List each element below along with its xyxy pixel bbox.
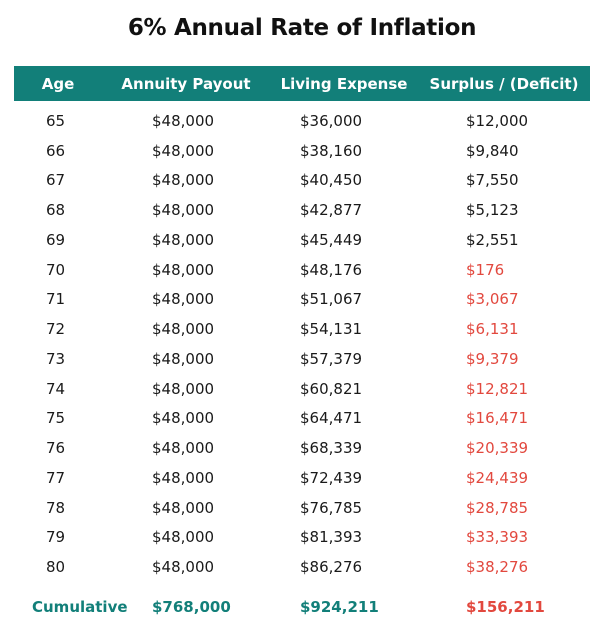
expense-cell: $60,821 — [300, 379, 363, 398]
expense-cell: $68,339 — [300, 439, 363, 458]
surplus-cell: $28,785 — [466, 498, 529, 517]
annuity-cell: $48,000 — [152, 468, 215, 487]
annuity-cell: $48,000 — [152, 201, 215, 220]
table-row: 77 $48,000 $72,439 $24,439 — [14, 463, 590, 493]
annuity-cell: $48,000 — [152, 409, 215, 428]
cumulative-surplus: $156,211 — [466, 598, 545, 616]
table-row: 71 $48,000 $51,067 $3,067 — [14, 285, 590, 315]
expense-cell: $40,450 — [300, 171, 363, 190]
surplus-cell: $16,471 — [466, 409, 529, 428]
header-living-expense: Living Expense — [270, 66, 418, 101]
expense-cell: $38,160 — [300, 141, 363, 160]
cumulative-row: Cumulative $768,000 $924,211 $156,211 — [14, 592, 590, 622]
age-cell: 76 — [46, 439, 66, 458]
table-row: 68 $48,000 $42,877 $5,123 — [14, 195, 590, 225]
expense-cell: $36,000 — [300, 111, 363, 130]
surplus-cell: $7,550 — [466, 171, 519, 190]
age-cell: 75 — [46, 409, 66, 428]
surplus-cell: $3,067 — [466, 290, 519, 309]
surplus-cell: $9,840 — [466, 141, 519, 160]
annuity-cell: $48,000 — [152, 320, 215, 339]
age-cell: 67 — [46, 171, 66, 190]
surplus-cell: $6,131 — [466, 320, 519, 339]
cumulative-expense: $924,211 — [300, 598, 379, 616]
annuity-cell: $48,000 — [152, 111, 215, 130]
age-cell: 72 — [46, 320, 66, 339]
age-cell: 65 — [46, 111, 66, 130]
age-cell: 79 — [46, 528, 66, 547]
expense-cell: $76,785 — [300, 498, 363, 517]
age-cell: 77 — [46, 468, 66, 487]
table-row: 67 $48,000 $40,450 $7,550 — [14, 166, 590, 196]
annuity-cell: $48,000 — [152, 379, 215, 398]
annuity-cell: $48,000 — [152, 141, 215, 160]
age-cell: 71 — [46, 290, 66, 309]
table-row: 70 $48,000 $48,176 $176 — [14, 255, 590, 285]
header-annuity-payout: Annuity Payout — [102, 66, 270, 101]
expense-cell: $64,471 — [300, 409, 363, 428]
table-row: 69 $48,000 $45,449 $2,551 — [14, 225, 590, 255]
surplus-cell: $12,821 — [466, 379, 529, 398]
age-cell: 80 — [46, 558, 66, 577]
annuity-cell: $48,000 — [152, 171, 215, 190]
table-row: 73 $48,000 $57,379 $9,379 — [14, 344, 590, 374]
table-row: 66 $48,000 $38,160 $9,840 — [14, 136, 590, 166]
annuity-cell: $48,000 — [152, 439, 215, 458]
annuity-cell: $48,000 — [152, 498, 215, 517]
surplus-cell: $33,393 — [466, 528, 529, 547]
page-title: 6% Annual Rate of Inflation — [127, 15, 477, 41]
table-body: 65 $48,000 $36,000 $12,000 66 $48,000 $38,160 $… — [14, 101, 590, 582]
table-row: 79 $48,000 $81,393 $33,393 — [14, 523, 590, 553]
annuity-cell: $48,000 — [152, 528, 215, 547]
surplus-cell: $20,339 — [466, 439, 529, 458]
header-age: Age — [14, 66, 102, 101]
annuity-cell: $48,000 — [152, 558, 215, 577]
table-row: 76 $48,000 $68,339 $20,339 — [14, 433, 590, 463]
table-row: 72 $48,000 $54,131 $6,131 — [14, 314, 590, 344]
expense-cell: $51,067 — [300, 290, 363, 309]
annuity-cell: $48,000 — [152, 290, 215, 309]
table-row: 80 $48,000 $86,276 $38,276 — [14, 552, 590, 582]
annuity-cell: $48,000 — [152, 230, 215, 249]
expense-cell: $54,131 — [300, 320, 363, 339]
age-cell: 68 — [46, 201, 66, 220]
age-cell: 78 — [46, 498, 66, 517]
surplus-cell: $5,123 — [466, 201, 519, 220]
surplus-cell: $2,551 — [466, 230, 519, 249]
table-row: 78 $48,000 $76,785 $28,785 — [14, 493, 590, 523]
inflation-table: Age Annuity Payout Living Expense Surplu… — [14, 66, 590, 622]
expense-cell: $72,439 — [300, 468, 363, 487]
annuity-cell: $48,000 — [152, 349, 215, 368]
expense-cell: $42,877 — [300, 201, 363, 220]
surplus-cell: $176 — [466, 260, 505, 279]
age-cell: 70 — [46, 260, 66, 279]
expense-cell: $57,379 — [300, 349, 363, 368]
age-cell: 73 — [46, 349, 66, 368]
surplus-cell: $12,000 — [466, 111, 529, 130]
surplus-cell: $38,276 — [466, 558, 529, 577]
header-surplus-deficit: Surplus / (Deficit) — [418, 66, 590, 101]
expense-cell: $81,393 — [300, 528, 363, 547]
age-cell: 66 — [46, 141, 66, 160]
age-cell: 74 — [46, 379, 66, 398]
surplus-cell: $9,379 — [466, 349, 519, 368]
cumulative-annuity: $768,000 — [152, 598, 231, 616]
table-row: 75 $48,000 $64,471 $16,471 — [14, 404, 590, 434]
table-row: 74 $48,000 $60,821 $12,821 — [14, 374, 590, 404]
annuity-cell: $48,000 — [152, 260, 215, 279]
expense-cell: $45,449 — [300, 230, 363, 249]
table-row: 65 $48,000 $36,000 $12,000 — [14, 106, 590, 136]
age-cell: 69 — [46, 230, 66, 249]
expense-cell: $86,276 — [300, 558, 363, 577]
cumulative-label: Cumulative — [32, 598, 128, 616]
surplus-cell: $24,439 — [466, 468, 529, 487]
expense-cell: $48,176 — [300, 260, 363, 279]
header-row: Age Annuity Payout Living Expense Surplu… — [14, 66, 590, 101]
